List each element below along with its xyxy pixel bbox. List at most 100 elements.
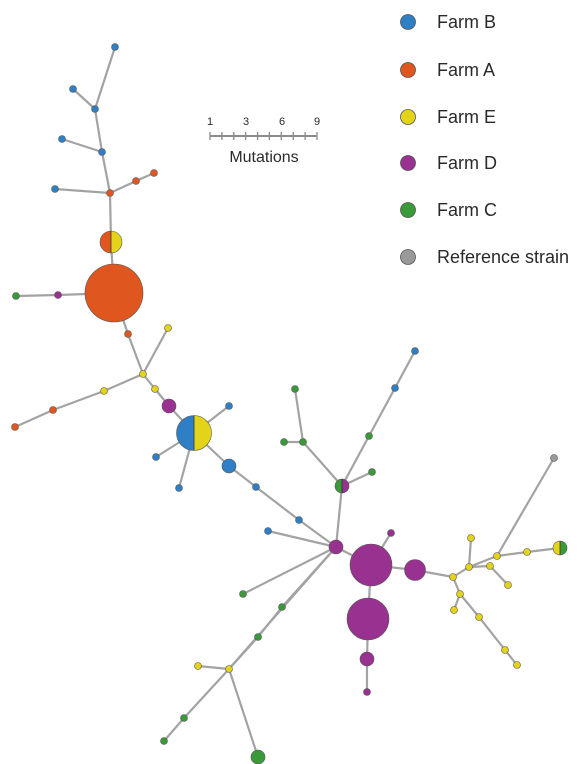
haplotype-node-half-right: [111, 231, 122, 253]
haplotype-node-half-left: [100, 231, 111, 253]
haplotype-node: [250, 749, 266, 764]
haplotype-node: [132, 177, 140, 185]
haplotype-node: [58, 135, 66, 143]
haplotype-node-half-right: [194, 415, 212, 451]
haplotype-node: [180, 714, 188, 722]
network-edge: [72, 88, 96, 110]
haplotype-node-shared: [176, 415, 212, 451]
haplotype-node-half-left: [553, 541, 560, 555]
haplotype-node: [467, 534, 475, 542]
haplotype-node: [264, 527, 272, 535]
haplotype-node: [139, 370, 147, 378]
network-edge: [126, 333, 145, 375]
haplotype-node: [49, 406, 57, 414]
haplotype-node: [391, 384, 399, 392]
network-edge: [467, 537, 473, 568]
haplotype-node: [513, 661, 521, 669]
legend-item-farm-c: Farm C: [400, 200, 497, 220]
network-edge: [163, 717, 185, 742]
haplotype-node: [295, 516, 303, 524]
haplotype-node: [328, 539, 344, 555]
network-edge: [468, 554, 498, 569]
network-edge: [267, 529, 337, 549]
legend-item-farm-a: Farm A: [400, 60, 495, 80]
scale-tick-label-6: 6: [279, 116, 285, 128]
haplotype-node-half-right: [560, 541, 567, 555]
haplotype-node: [411, 347, 419, 355]
network-edge: [293, 388, 305, 443]
haplotype-node: [225, 402, 233, 410]
legend: Farm B Farm A Farm E Farm D Farm C Refer…: [400, 12, 569, 267]
network-edge: [496, 457, 555, 557]
network-nodes: [11, 43, 568, 764]
network-edge: [93, 108, 104, 153]
haplotype-node: [225, 665, 233, 673]
network-edge: [103, 372, 144, 393]
haplotype-node: [465, 563, 473, 571]
haplotype-node: [365, 432, 373, 440]
haplotype-node: [160, 737, 168, 745]
legend-swatch-reference-strain: [400, 249, 416, 265]
legend-swatch-farm-d: [400, 155, 416, 171]
network-edge: [302, 441, 343, 487]
haplotype-node: [368, 468, 376, 476]
scale-tick-label-1: 1: [207, 116, 213, 128]
haplotype-node: [291, 385, 299, 393]
haplotype-node: [278, 603, 286, 611]
haplotype-node: [359, 651, 375, 667]
haplotype-node: [252, 483, 260, 491]
network-edge: [14, 408, 54, 429]
haplotype-node: [456, 590, 464, 598]
network-edge: [100, 151, 112, 194]
legend-label-farm-b: Farm B: [437, 12, 496, 32]
legend-label-farm-a: Farm A: [437, 60, 495, 80]
scale-tick-label-9: 9: [314, 116, 320, 128]
haplotype-node: [150, 169, 158, 177]
legend-swatch-farm-a: [400, 62, 416, 78]
haplotype-node: [124, 330, 132, 338]
haplotype-node: [98, 148, 106, 156]
network-edge: [255, 486, 300, 521]
network-edge: [489, 565, 509, 586]
legend-label-reference-strain: Reference strain: [437, 247, 569, 267]
haplotype-node: [523, 548, 531, 556]
haplotype-node: [504, 581, 512, 589]
haplotype-node: [550, 454, 558, 462]
network-edge: [197, 664, 230, 671]
haplotype-node: [12, 292, 20, 300]
haplotype-node: [239, 590, 247, 598]
network-edge: [478, 616, 506, 651]
legend-label-farm-c: Farm C: [437, 200, 497, 220]
haplotype-node: [84, 263, 144, 323]
network-edge: [183, 668, 230, 719]
scale-tick-label-3: 3: [243, 116, 249, 128]
haplotype-node: [486, 562, 494, 570]
haplotype-node: [51, 185, 59, 193]
haplotype-node: [349, 543, 393, 587]
haplotype-node: [221, 458, 237, 474]
legend-label-farm-d: Farm D: [437, 153, 497, 173]
legend-swatch-farm-e: [400, 109, 416, 125]
legend-swatch-farm-c: [400, 202, 416, 218]
network-edge: [242, 546, 337, 595]
network-edge: [341, 435, 370, 487]
haplotype-node: [254, 633, 262, 641]
haplotype-node: [164, 324, 172, 332]
legend-item-farm-b: Farm B: [400, 12, 496, 32]
haplotype-node: [91, 105, 99, 113]
haplotype-node: [111, 43, 119, 51]
haplotype-node: [151, 385, 159, 393]
legend-label-farm-e: Farm E: [437, 107, 496, 127]
legend-swatch-farm-b: [400, 14, 416, 30]
haplotype-node: [449, 573, 457, 581]
haplotype-node: [100, 387, 108, 395]
mutation-scale-bar: 1 3 6 9 Mutations: [207, 116, 320, 166]
haplotype-node: [175, 484, 183, 492]
haplotype-node: [475, 613, 483, 621]
network-edge: [496, 550, 528, 558]
haplotype-node-shared: [552, 540, 568, 556]
network-edge: [61, 137, 103, 154]
haplotype-node: [363, 688, 371, 696]
haplotype-node: [299, 438, 307, 446]
